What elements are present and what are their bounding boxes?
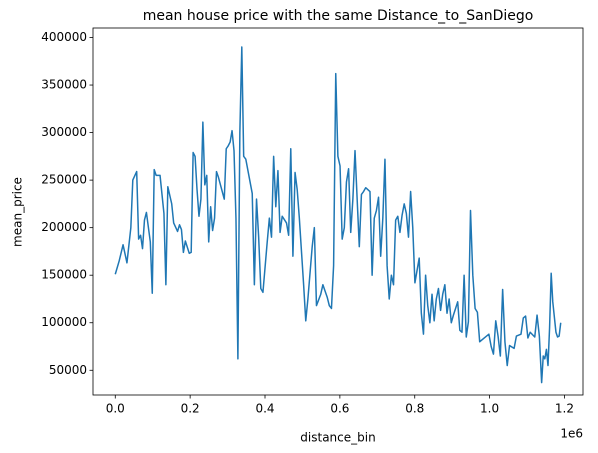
x-offset-label: 1e6 bbox=[560, 427, 583, 441]
y-tick-label: 100000 bbox=[41, 315, 87, 329]
y-tick-label: 350000 bbox=[41, 78, 87, 92]
axes-frame bbox=[92, 27, 584, 396]
y-tick-label: 50000 bbox=[49, 363, 87, 377]
x-tick-label: 0.4 bbox=[255, 402, 274, 416]
x-tick-label: 1.2 bbox=[555, 402, 574, 416]
x-tick-label: 1.0 bbox=[480, 402, 499, 416]
y-axis-label: mean_price bbox=[11, 177, 25, 247]
chart-title: mean house price with the same Distance_… bbox=[143, 8, 534, 24]
y-tick-label: 250000 bbox=[41, 173, 87, 187]
x-tick-label: 0.8 bbox=[405, 402, 424, 416]
y-tick-label: 200000 bbox=[41, 220, 87, 234]
x-tick-label: 0.6 bbox=[330, 402, 349, 416]
y-tick-label: 400000 bbox=[41, 30, 87, 44]
data-line bbox=[114, 46, 562, 384]
x-tick-label: 0.0 bbox=[106, 402, 125, 416]
y-tick-label: 150000 bbox=[41, 268, 87, 282]
x-axis-label: distance_bin bbox=[300, 431, 375, 445]
x-tick-label: 0.2 bbox=[181, 402, 200, 416]
y-tick-label: 300000 bbox=[41, 125, 87, 139]
